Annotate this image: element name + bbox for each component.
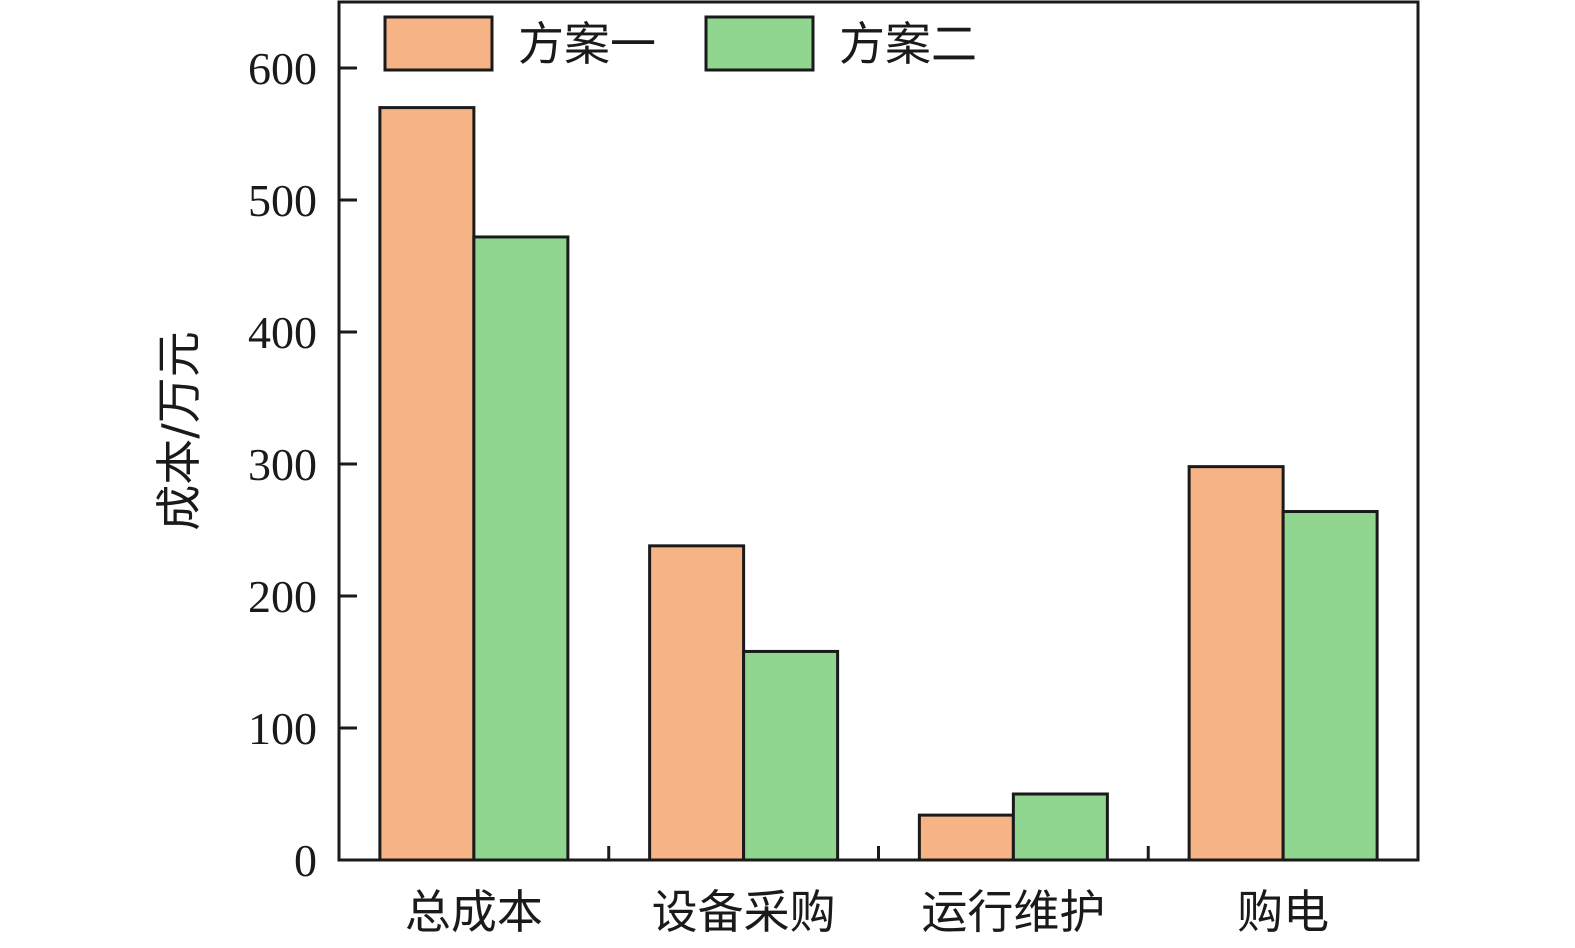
bar-1-series-1	[378, 106, 476, 862]
y-tick-label: 200	[248, 571, 317, 622]
bar-3-series-1	[917, 813, 1015, 862]
bar-2-series-2	[742, 649, 840, 862]
y-tick-label: 600	[248, 43, 317, 94]
x-category-label: 总成本	[405, 885, 543, 939]
x-category-label: 设备采购	[652, 885, 836, 939]
y-tick-label: 400	[248, 307, 317, 358]
bar-1-series-2	[472, 235, 570, 862]
y-tick-label: 0	[294, 835, 317, 886]
x-category-label: 购电	[1237, 885, 1329, 939]
bar-4-series-2	[1281, 510, 1379, 862]
legend-swatch-2	[704, 15, 815, 72]
bar-3-series-2	[1011, 792, 1109, 862]
y-tick-label: 300	[248, 439, 317, 490]
y-axis: 0 100 200 300 400 500 600	[248, 43, 357, 886]
bar-2-series-1	[648, 544, 746, 862]
y-tick-label: 500	[248, 175, 317, 226]
bar-4-series-1	[1187, 465, 1285, 862]
legend-label-1: 方案一	[518, 17, 656, 71]
legend: 方案一 方案二	[383, 15, 977, 72]
y-axis-label: 成本/万元	[152, 331, 206, 531]
legend-label-2: 方案二	[839, 17, 977, 71]
x-category-label: 运行维护	[921, 885, 1105, 939]
bars-group	[378, 106, 1379, 862]
y-tick-label: 100	[248, 703, 317, 754]
legend-swatch-1	[383, 15, 494, 72]
x-axis: 总成本 设备采购 运行维护 购电	[405, 846, 1329, 939]
